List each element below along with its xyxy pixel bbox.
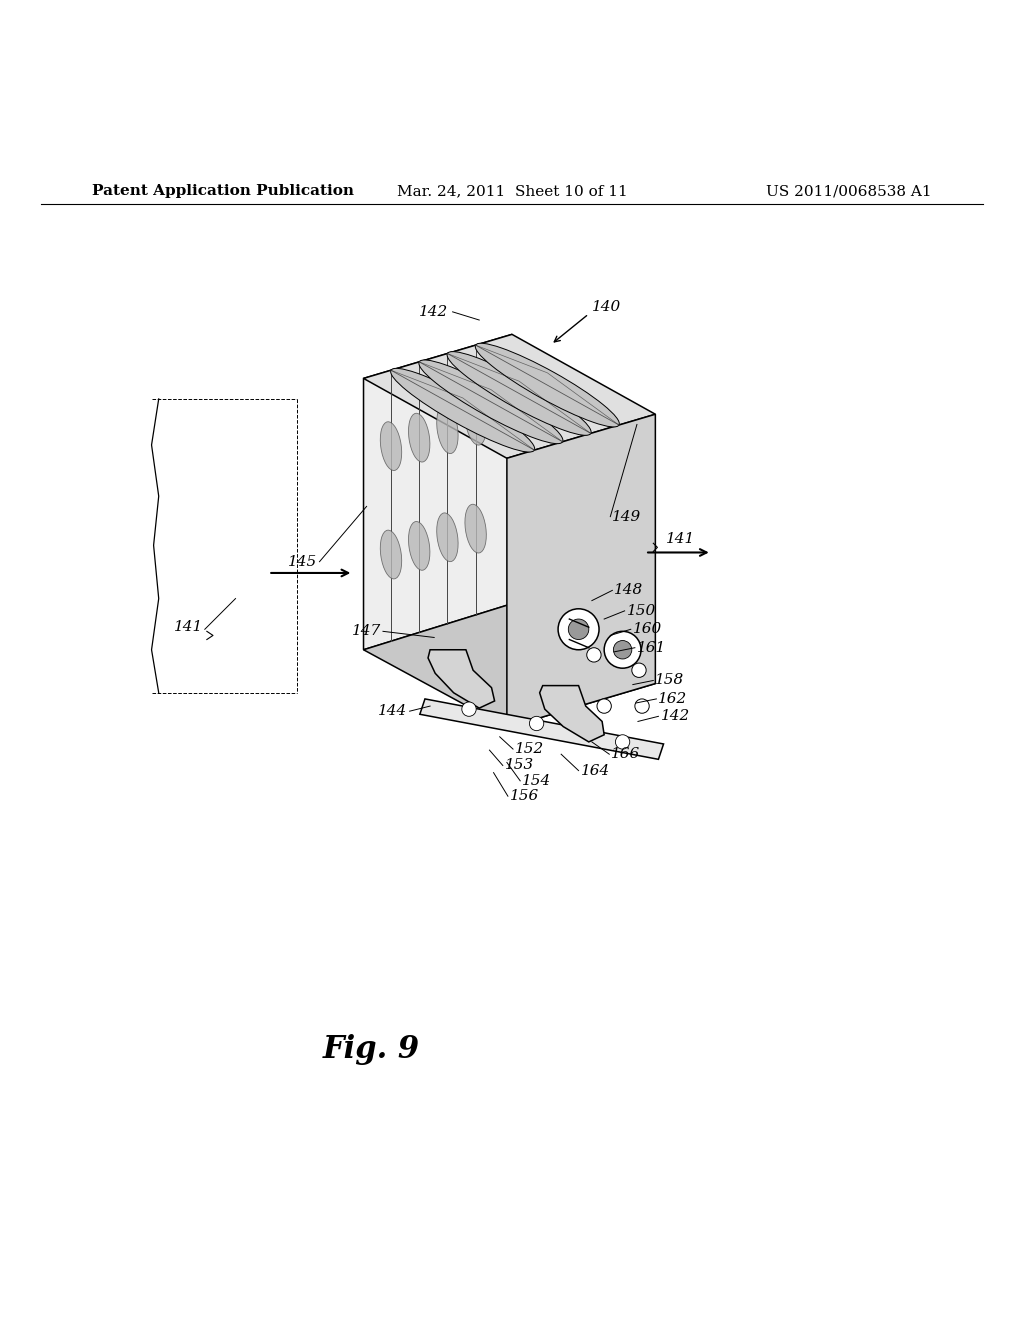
Text: Fig. 9: Fig. 9 [323, 1034, 420, 1065]
Ellipse shape [409, 521, 430, 570]
Circle shape [587, 648, 601, 663]
Circle shape [529, 717, 544, 731]
Polygon shape [364, 334, 655, 458]
Text: 141: 141 [666, 532, 695, 546]
Circle shape [597, 698, 611, 713]
Circle shape [632, 663, 646, 677]
Ellipse shape [447, 351, 591, 436]
Text: 160: 160 [633, 622, 663, 636]
Text: 156: 156 [510, 789, 540, 803]
Text: 150: 150 [627, 603, 656, 618]
Text: 164: 164 [581, 763, 610, 777]
Text: 161: 161 [637, 640, 667, 655]
Text: Patent Application Publication: Patent Application Publication [92, 183, 354, 198]
Circle shape [568, 619, 589, 639]
Text: 142: 142 [660, 709, 690, 723]
Text: 158: 158 [655, 673, 685, 688]
Ellipse shape [409, 413, 430, 462]
Polygon shape [420, 698, 664, 759]
Ellipse shape [390, 368, 535, 451]
Circle shape [462, 702, 476, 717]
Text: 148: 148 [614, 583, 644, 598]
Ellipse shape [475, 343, 620, 426]
Text: 154: 154 [522, 774, 552, 788]
Circle shape [635, 698, 649, 713]
Polygon shape [507, 414, 655, 727]
Polygon shape [428, 649, 495, 708]
Circle shape [558, 609, 599, 649]
Circle shape [604, 631, 641, 668]
Text: 152: 152 [515, 742, 545, 756]
Text: 141: 141 [173, 620, 203, 634]
Ellipse shape [436, 513, 458, 561]
Ellipse shape [380, 422, 401, 470]
Ellipse shape [380, 531, 401, 579]
Text: Mar. 24, 2011  Sheet 10 of 11: Mar. 24, 2011 Sheet 10 of 11 [396, 183, 628, 198]
Text: 153: 153 [505, 759, 535, 772]
Text: 162: 162 [658, 692, 688, 706]
Text: 144: 144 [378, 704, 408, 718]
Ellipse shape [436, 405, 458, 454]
Text: 166: 166 [611, 747, 641, 762]
Text: 149: 149 [612, 510, 642, 524]
Polygon shape [364, 603, 655, 727]
Text: 140: 140 [592, 300, 622, 314]
Ellipse shape [465, 396, 486, 445]
Polygon shape [540, 685, 604, 742]
Text: 142: 142 [419, 305, 449, 319]
Circle shape [615, 735, 630, 748]
Circle shape [613, 640, 632, 659]
Text: 147: 147 [351, 624, 381, 639]
Ellipse shape [419, 360, 563, 444]
Ellipse shape [465, 504, 486, 553]
Text: 145: 145 [288, 554, 317, 569]
Text: US 2011/0068538 A1: US 2011/0068538 A1 [766, 183, 932, 198]
Polygon shape [364, 334, 512, 649]
